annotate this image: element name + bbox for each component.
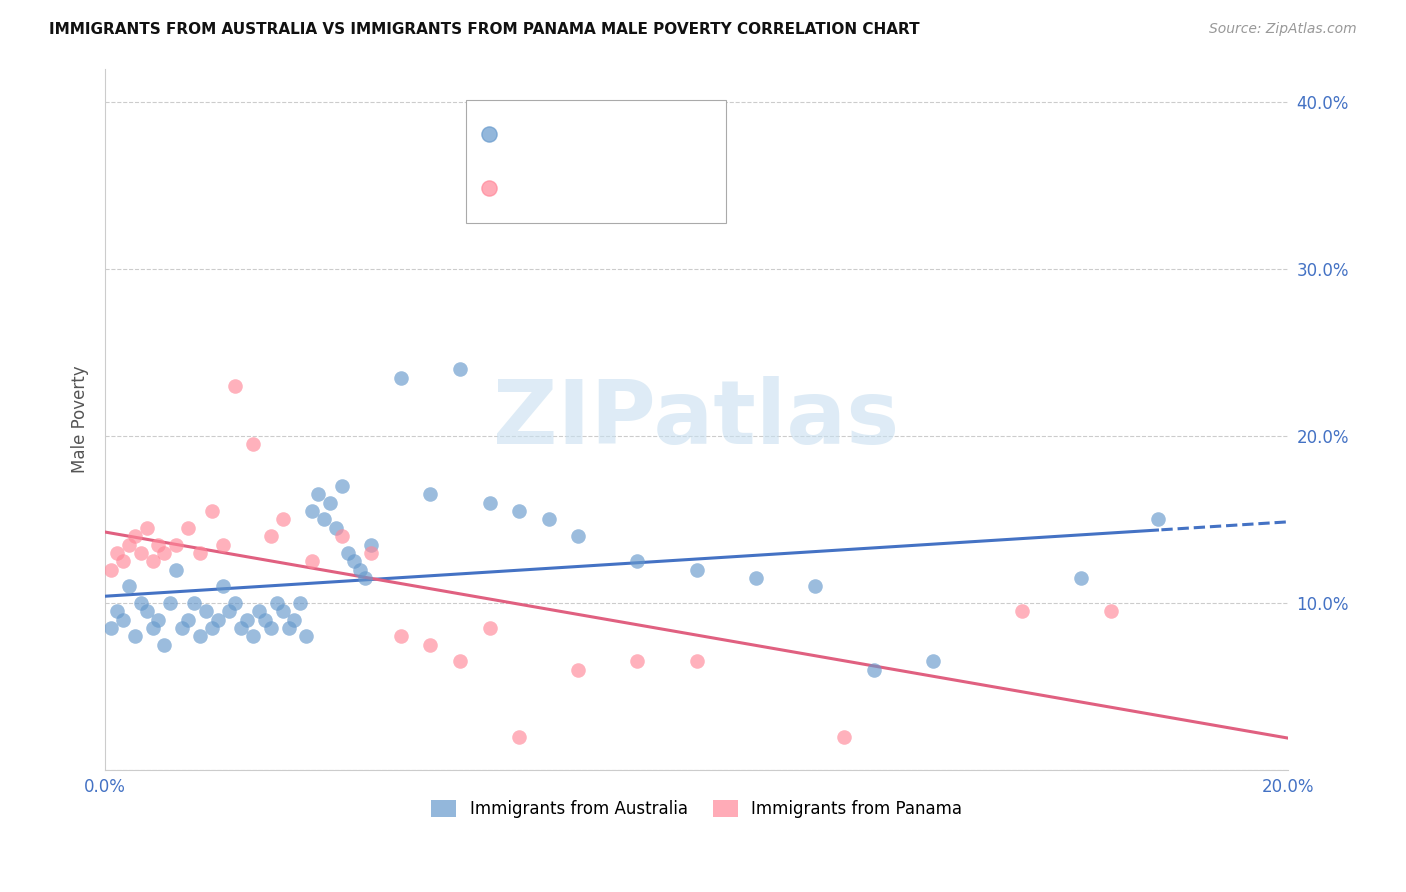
Point [194,604,217,618]
Point [1070,571,1092,585]
Point [863,663,886,677]
Point [141,621,163,635]
Point [277,621,299,635]
Point [449,655,471,669]
Point [271,512,294,526]
Point [165,537,187,551]
Point [449,362,471,376]
Point [307,487,329,501]
Point [253,613,276,627]
Point [336,546,359,560]
Point [231,621,253,635]
Point [349,563,371,577]
Point [153,546,176,560]
Point [212,537,235,551]
Point [290,596,312,610]
Point [685,655,707,669]
Point [834,730,856,744]
Point [118,537,141,551]
Point [685,563,707,577]
Point [1099,604,1122,618]
Point [105,604,128,618]
Point [224,379,246,393]
Y-axis label: Male Poverty: Male Poverty [72,366,89,473]
Text: ZIPatlas: ZIPatlas [494,376,900,463]
Point [389,370,412,384]
Point [325,521,347,535]
Point [100,621,122,635]
Point [207,613,229,627]
Point [260,621,283,635]
Point [567,529,589,543]
Point [804,579,827,593]
Point [212,579,235,593]
Point [1011,604,1033,618]
Point [141,554,163,568]
Point [360,546,382,560]
Point [129,596,152,610]
Point [124,529,146,543]
Point [301,504,323,518]
Point [153,638,176,652]
Point [177,521,200,535]
Point [111,613,134,627]
Point [508,504,530,518]
Text: IMMIGRANTS FROM AUSTRALIA VS IMMIGRANTS FROM PANAMA MALE POVERTY CORRELATION CHA: IMMIGRANTS FROM AUSTRALIA VS IMMIGRANTS … [49,22,920,37]
Point [111,554,134,568]
Point [419,487,441,501]
Point [148,613,170,627]
Point [159,596,181,610]
Point [626,655,648,669]
Point [266,596,288,610]
Point [118,579,141,593]
Legend: Immigrants from Australia, Immigrants from Panama: Immigrants from Australia, Immigrants fr… [425,793,969,825]
Point [478,621,501,635]
Point [129,546,152,560]
Point [567,663,589,677]
Point [312,512,335,526]
Point [135,604,157,618]
Point [236,613,259,627]
Point [508,730,530,744]
Point [165,563,187,577]
Point [745,571,768,585]
Point [360,537,382,551]
Point [201,621,224,635]
Point [342,554,364,568]
Point [183,596,205,610]
Point [537,512,560,526]
Point [1147,512,1170,526]
Point [105,546,128,560]
Point [283,613,305,627]
Point [271,604,294,618]
Point [260,529,283,543]
Point [295,629,318,643]
Point [922,655,945,669]
Point [124,629,146,643]
Point [242,437,264,451]
Point [188,546,211,560]
Point [354,571,377,585]
Point [172,621,194,635]
Point [135,521,157,535]
Point [177,613,200,627]
Point [301,554,323,568]
Point [242,629,264,643]
Point [419,638,441,652]
Text: Source: ZipAtlas.com: Source: ZipAtlas.com [1209,22,1357,37]
Point [188,629,211,643]
Point [626,554,648,568]
Point [319,496,342,510]
Point [201,504,224,518]
Point [389,629,412,643]
Point [478,496,501,510]
Point [247,604,270,618]
Point [218,604,240,618]
Point [330,479,353,493]
Point [100,563,122,577]
Point [330,529,353,543]
Point [224,596,246,610]
Point [148,537,170,551]
